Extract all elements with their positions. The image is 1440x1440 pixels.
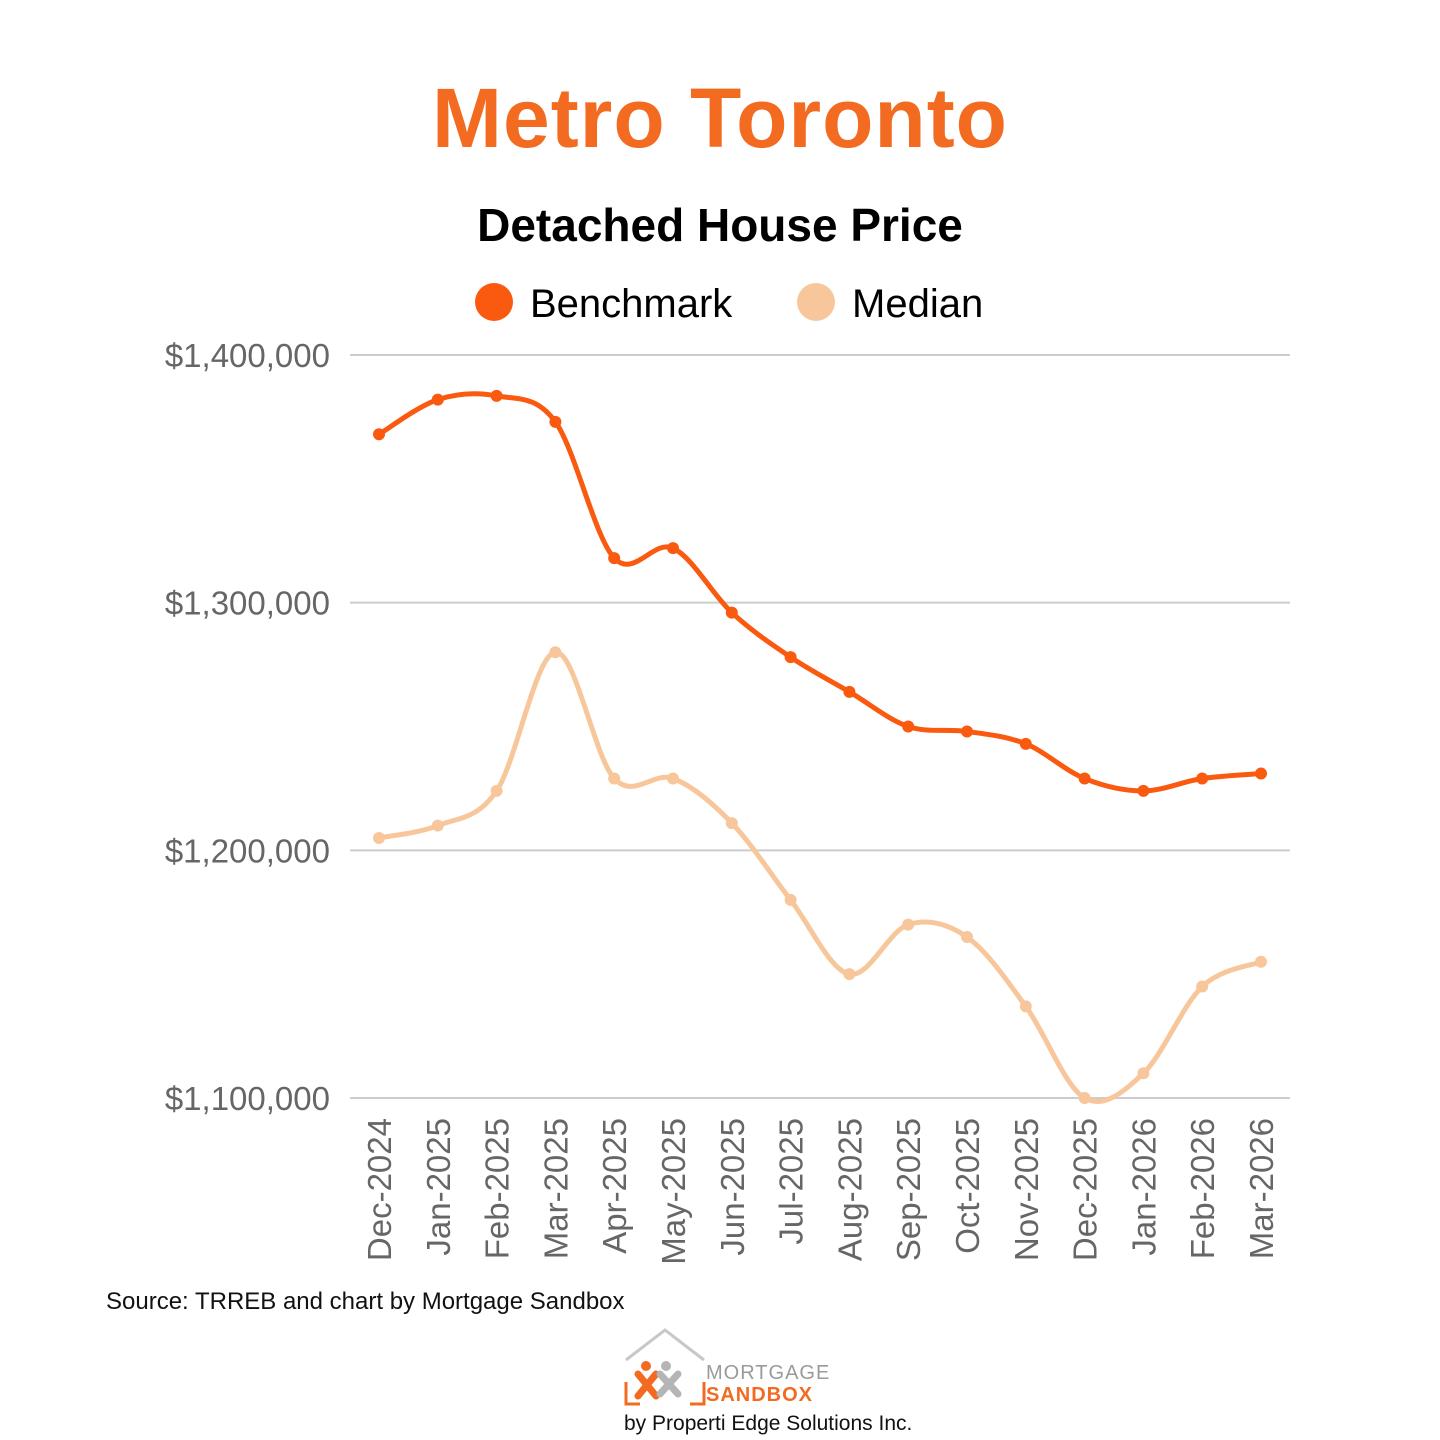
x-tick-label: Aug-2025 <box>831 1118 868 1261</box>
logo-byline: by Properti Edge Solutions Inc. <box>624 1412 913 1435</box>
x-tick-label: Dec-2024 <box>361 1118 398 1261</box>
data-point-benchmark <box>373 428 385 441</box>
mortgage-sandbox-logo: MORTGAGE SANDBOX by Properti Edge Soluti… <box>620 1326 940 1438</box>
data-point-median <box>1137 1067 1150 1080</box>
data-point-benchmark <box>1255 767 1267 780</box>
series-line-benchmark <box>377 391 1262 794</box>
data-point-benchmark <box>431 393 444 406</box>
source-note: Source: TRREB and chart by Mortgage Sand… <box>106 1288 625 1315</box>
data-point-benchmark <box>725 606 738 619</box>
x-tick-label: Apr-2025 <box>596 1118 633 1254</box>
price-line-chart: Benchmark Median $1,100,000 $1,200,000 $1,3… <box>165 282 1290 1265</box>
data-point-median <box>1019 1000 1032 1013</box>
data-point-benchmark <box>608 552 621 565</box>
data-point-benchmark <box>902 720 915 733</box>
y-tick-label: $1,200,000 <box>165 832 330 869</box>
chart-grid <box>350 354 1290 1099</box>
legend-swatch-benchmark <box>475 283 513 321</box>
data-point-median <box>1255 955 1267 968</box>
data-point-benchmark <box>843 685 856 698</box>
data-point-benchmark <box>490 389 503 402</box>
x-tick-label: Jan-2026 <box>1125 1118 1162 1256</box>
x-tick-label: Feb-2026 <box>1184 1118 1221 1259</box>
series-line-median <box>378 649 1262 1104</box>
x-tick-label: Jan-2025 <box>420 1118 457 1256</box>
data-point-benchmark <box>667 542 679 555</box>
chart-subtitle: Detached House Price <box>477 199 963 251</box>
legend-label-benchmark: Benchmark <box>530 282 733 326</box>
data-point-median <box>1078 1092 1091 1104</box>
x-tick-label: Mar-2026 <box>1243 1118 1280 1259</box>
data-point-median <box>490 784 503 797</box>
x-tick-label: Oct-2025 <box>949 1118 986 1254</box>
chart-legend: Benchmark Median <box>475 282 983 326</box>
page-title: Metro Toronto <box>432 71 1008 165</box>
series-median <box>373 646 1267 1104</box>
data-point-benchmark <box>1078 772 1091 785</box>
data-point-median <box>902 918 915 931</box>
data-point-benchmark <box>549 415 562 428</box>
logo-text-sandbox: SANDBOX <box>706 1384 814 1406</box>
logo-text-mortgage: MORTGAGE <box>706 1362 831 1384</box>
data-point-median <box>961 931 973 944</box>
x-tick-label: Mar-2025 <box>537 1118 574 1259</box>
data-point-median <box>431 819 444 832</box>
data-point-median <box>549 646 562 659</box>
y-tick-label: $1,300,000 <box>165 585 330 622</box>
data-point-benchmark <box>1196 772 1209 785</box>
data-point-median <box>373 831 385 844</box>
data-point-median <box>608 772 621 785</box>
series-benchmark <box>373 389 1267 797</box>
data-point-median <box>1196 980 1209 993</box>
x-tick-label: Dec-2025 <box>1067 1118 1104 1261</box>
y-tick-label: $1,100,000 <box>165 1080 330 1117</box>
legend-label-median: Median <box>852 282 983 326</box>
data-point-benchmark <box>784 651 797 664</box>
data-point-benchmark <box>1137 784 1150 797</box>
y-axis: $1,100,000 $1,200,000 $1,300,000 $1,400,000 <box>165 337 330 1117</box>
x-tick-label: May-2025 <box>655 1118 692 1265</box>
x-tick-label: Jul-2025 <box>773 1118 810 1245</box>
data-point-benchmark <box>1019 737 1032 750</box>
legend-swatch-median <box>797 283 835 321</box>
y-tick-label: $1,400,000 <box>165 337 330 374</box>
x-tick-label: Sep-2025 <box>890 1118 927 1261</box>
data-point-median <box>843 968 856 981</box>
data-point-median <box>784 893 797 906</box>
house-logo-icon <box>624 1328 706 1406</box>
data-point-benchmark <box>961 725 973 738</box>
data-point-median <box>667 772 679 785</box>
x-axis: Dec-2024 Jan-2025 Feb-2025 Mar-2025 Apr-2025… <box>361 1118 1280 1265</box>
data-point-median <box>725 817 738 830</box>
x-tick-label: Feb-2025 <box>479 1118 516 1259</box>
x-tick-label: Jun-2025 <box>714 1118 751 1256</box>
chart-series <box>373 389 1267 1104</box>
x-tick-label: Nov-2025 <box>1008 1118 1045 1261</box>
